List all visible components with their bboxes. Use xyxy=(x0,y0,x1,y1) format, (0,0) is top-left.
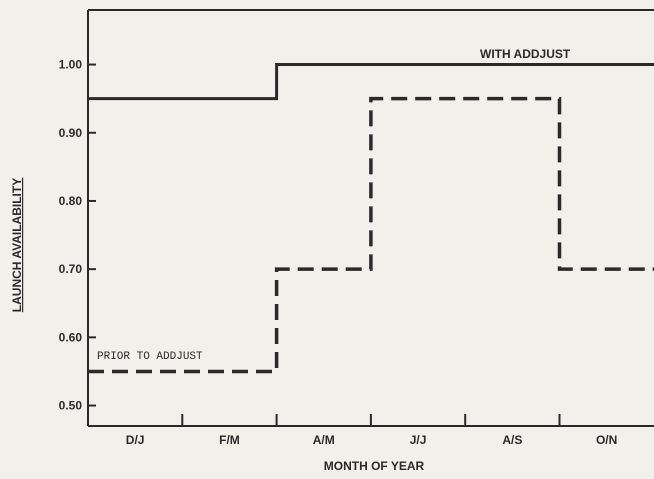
y-axis-label: LAUNCH AVAILABILITY xyxy=(10,178,24,312)
x-axis-label: MONTH OF YEAR xyxy=(324,459,425,473)
x-tick-label: F/M xyxy=(219,433,240,447)
x-tick-label: A/S xyxy=(502,433,522,447)
x-tick-label: A/M xyxy=(313,433,335,447)
axes: 0.50 0.60 0.70 0.80 0.90 1.00 D/J F/M A/M J/J A/S O… xyxy=(59,9,654,447)
series-lines xyxy=(88,63,654,374)
series-line-with-addjust xyxy=(88,63,654,101)
y-tick-label: 0.90 xyxy=(59,126,83,140)
y-tick-label: 1.00 xyxy=(59,58,83,72)
series-label-with-addjust: WITH ADDJUST xyxy=(480,47,571,61)
series-line-prior-to-addjust xyxy=(88,96,654,374)
x-tick-label: J/J xyxy=(410,433,427,447)
x-tick-label: D/J xyxy=(126,433,145,447)
series-label-prior-to-addjust: PRIOR TO ADDJUST xyxy=(97,351,203,363)
y-tick-label: 0.60 xyxy=(59,330,83,344)
chart-labels: LAUNCH AVAILABILITY MONTH OF YEAR WITH A… xyxy=(10,47,571,473)
y-tick-label: 0.50 xyxy=(59,399,83,413)
y-tick-label: 0.80 xyxy=(59,194,83,208)
x-tick-label: O/N xyxy=(596,433,617,447)
y-tick-label: 0.70 xyxy=(59,262,83,276)
